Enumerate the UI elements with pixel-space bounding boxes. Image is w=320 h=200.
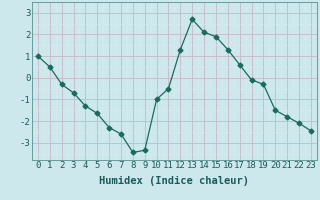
X-axis label: Humidex (Indice chaleur): Humidex (Indice chaleur) [100,176,249,186]
